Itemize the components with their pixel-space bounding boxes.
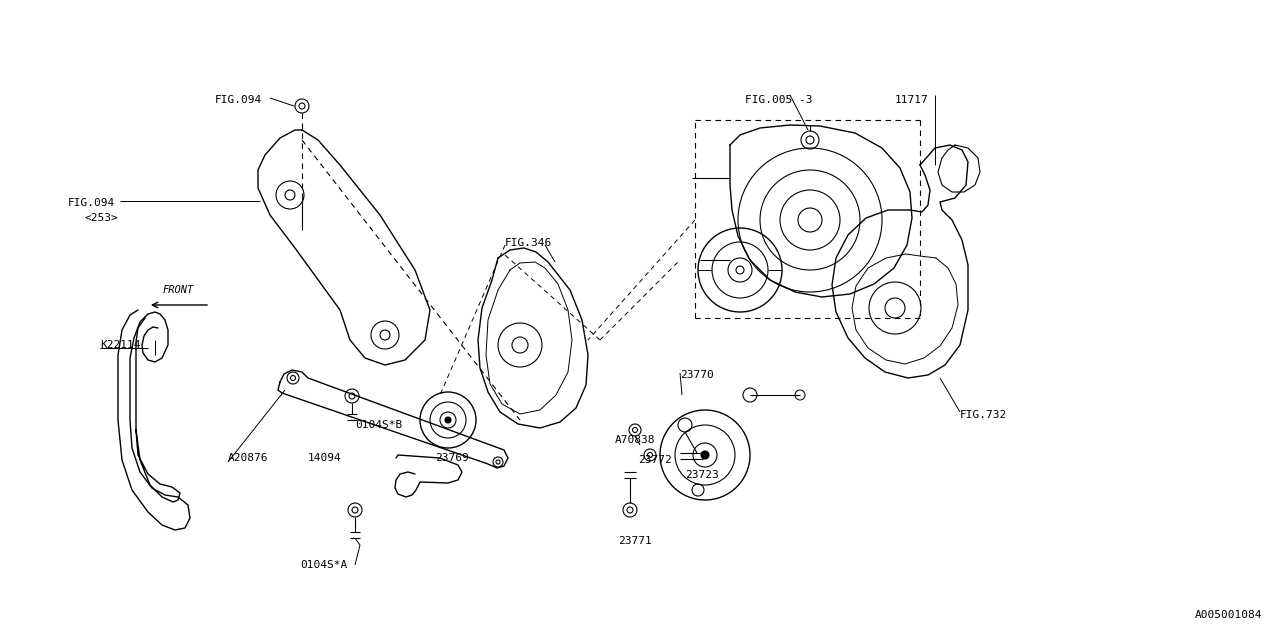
Text: 23771: 23771 <box>618 536 652 546</box>
Text: 23723: 23723 <box>685 470 719 480</box>
Text: A20876: A20876 <box>228 453 269 463</box>
Text: <253>: <253> <box>84 213 118 223</box>
Text: 23770: 23770 <box>680 370 714 380</box>
Text: 14094: 14094 <box>308 453 342 463</box>
Text: FIG.094: FIG.094 <box>215 95 262 105</box>
Text: 0104S*B: 0104S*B <box>355 420 402 430</box>
Text: 11717: 11717 <box>895 95 929 105</box>
Text: FIG.005 -3: FIG.005 -3 <box>745 95 813 105</box>
Text: A005001084: A005001084 <box>1194 610 1262 620</box>
Text: 23772: 23772 <box>637 455 672 465</box>
Circle shape <box>701 451 709 459</box>
Text: K22114: K22114 <box>100 340 141 350</box>
Text: 23769: 23769 <box>435 453 468 463</box>
Text: FRONT: FRONT <box>163 285 193 295</box>
Text: 0104S*A: 0104S*A <box>300 560 347 570</box>
Text: FIG.732: FIG.732 <box>960 410 1007 420</box>
Text: A70838: A70838 <box>614 435 655 445</box>
Text: FIG.346: FIG.346 <box>506 238 552 248</box>
Circle shape <box>445 417 451 423</box>
Text: FIG.094: FIG.094 <box>68 198 115 208</box>
